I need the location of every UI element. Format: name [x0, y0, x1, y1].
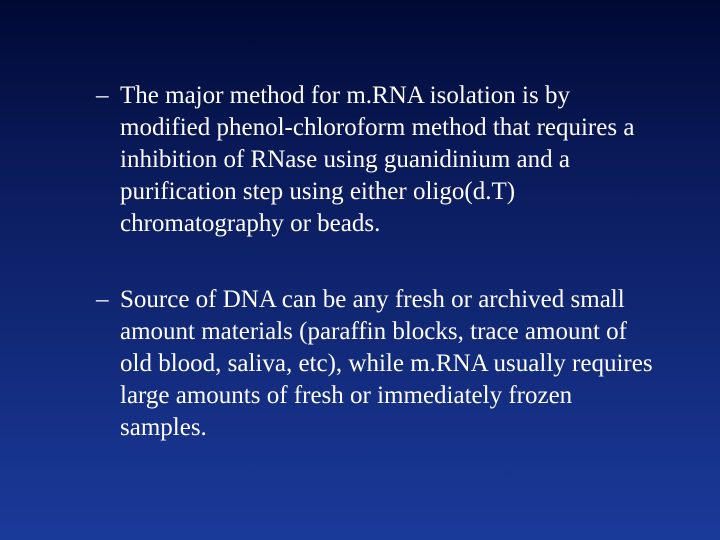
bullet-text: The major method for m.RNA isolation is … [120, 82, 634, 237]
bullet-text: Source of DNA can be any fresh or archiv… [120, 286, 653, 441]
list-item: Source of DNA can be any fresh or archiv… [80, 284, 660, 444]
slide-body: The major method for m.RNA isolation is … [0, 0, 720, 540]
bullet-list: The major method for m.RNA isolation is … [80, 80, 660, 444]
list-item: The major method for m.RNA isolation is … [80, 80, 660, 240]
